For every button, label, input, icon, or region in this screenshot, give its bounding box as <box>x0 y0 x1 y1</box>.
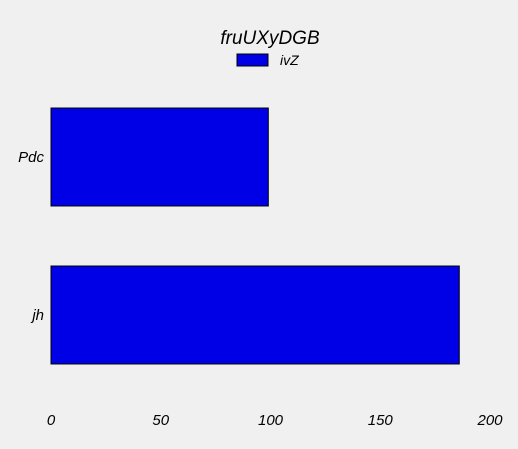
y-tick-labels: Pdc jh <box>18 149 44 324</box>
legend-swatch <box>236 53 269 67</box>
x-tick-labels: 0 50 100 150 200 <box>47 412 503 429</box>
x-tick-label-200: 200 <box>476 412 503 429</box>
bar-Pdc <box>50 107 269 207</box>
chart-title: fruUXyDGB <box>220 28 320 49</box>
x-tick-label-150: 150 <box>368 412 394 429</box>
x-tick-label-0: 0 <box>47 412 56 429</box>
y-tick-label-Pdc: Pdc <box>18 149 44 166</box>
x-tick-label-50: 50 <box>152 412 169 429</box>
x-tick-label-100: 100 <box>258 412 284 429</box>
y-tick-label-jh: jh <box>30 307 44 324</box>
legend: ivZ <box>236 52 299 68</box>
bars-group <box>50 107 460 365</box>
bar-jh <box>50 265 460 365</box>
legend-label: ivZ <box>280 52 299 68</box>
